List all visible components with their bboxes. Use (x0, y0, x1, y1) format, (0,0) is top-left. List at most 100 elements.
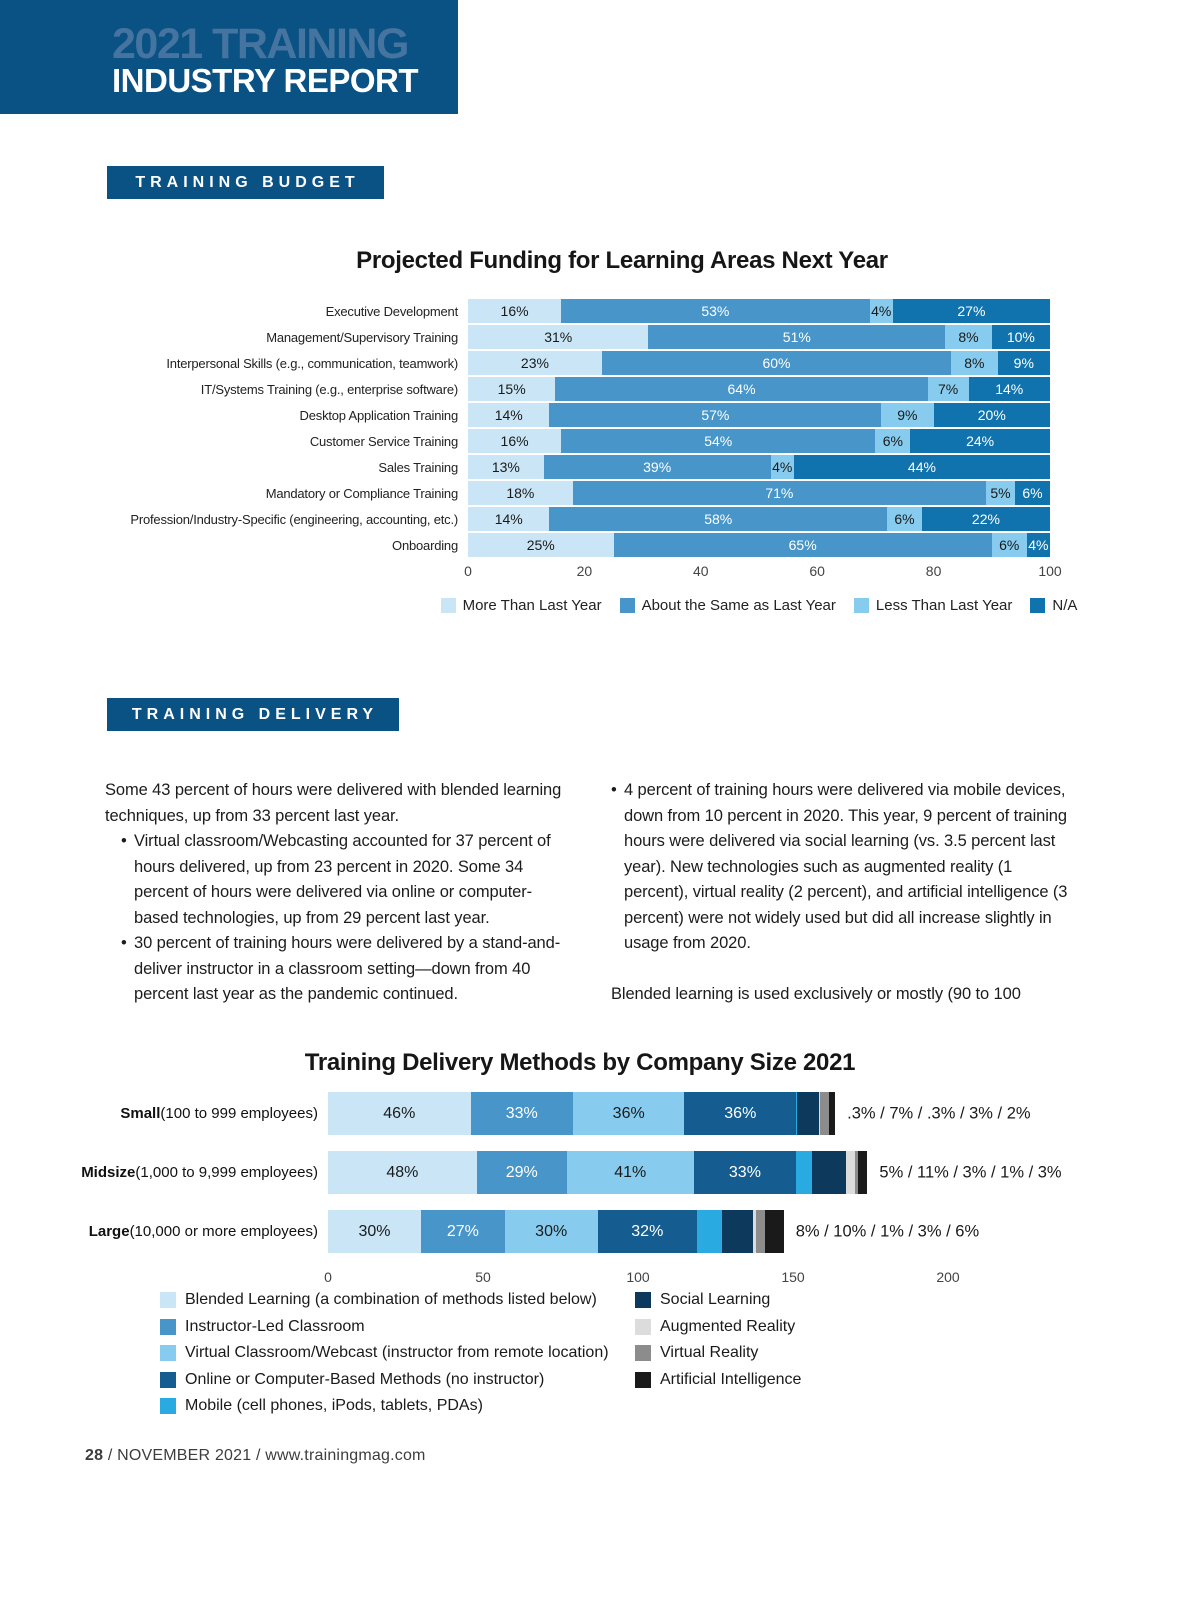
legend-label: Augmented Reality (660, 1317, 796, 1335)
bar-segment: 14% (468, 403, 550, 427)
chart-row: Mandatory or Compliance Training 18% 71% 5%… (105, 481, 1050, 505)
bar-segment (845, 1151, 855, 1194)
bar-segment: 65% (613, 533, 992, 557)
logo-line-2: INDUSTRY REPORT (112, 62, 419, 99)
delivery-text-right-column: • 4 percent of training hours were delive… (611, 778, 1073, 1007)
legend-item: About the Same as Last Year (619, 597, 836, 614)
section-header-training-delivery: TRAINING DELIVERY (107, 698, 399, 731)
section-header-training-budget: TRAINING BUDGET (107, 166, 384, 199)
bar-segment: 4% (1026, 533, 1050, 557)
bar-track: 15% 64% 7% 14% (468, 377, 1050, 401)
bullet-text: 30 percent of training hours were delive… (134, 934, 561, 1003)
axis-tick: 200 (936, 1269, 960, 1285)
bar-track: 14% 57% 9% 20% (468, 403, 1050, 427)
chart1-title: Projected Funding for Learning Areas Nex… (356, 247, 888, 274)
legend-swatch-icon (619, 598, 635, 613)
page-number: 28 (85, 1447, 104, 1464)
delivery-text-left-column: Some 43 percent of hours were delivered … (105, 778, 570, 1008)
bar-segment (858, 1151, 868, 1194)
category-label-rest: (1,000 to 9,999 employees) (135, 1164, 318, 1181)
category-label-rest: (10,000 or more employees) (129, 1223, 318, 1240)
bar-annotation: 8% / 10% / 1% / 3% / 6% (795, 1222, 980, 1240)
category-label: Onboarding (392, 537, 458, 553)
bar-segment: 58% (549, 507, 888, 531)
axis-tick: 40 (693, 563, 709, 579)
category-label: Interpersonal Skills (e.g., communicatio… (166, 355, 458, 371)
bar-segment: 8% (945, 325, 992, 349)
legend-item: More Than Last Year (440, 597, 602, 614)
axis-tick: 150 (781, 1269, 805, 1285)
projected-funding-chart: Executive Development 16% 53% 4% 27% Manageme… (105, 299, 1077, 614)
bar-segment: 39% (543, 455, 771, 479)
legend-column-left: Blended Learning (a combination of metho… (160, 1291, 609, 1424)
bar-segment: 14% (968, 377, 1050, 401)
category-label: Midsize (1,000 to 9,999 employees) (81, 1151, 328, 1194)
chart-row: Executive Development 16% 53% 4% 27% (105, 299, 1050, 323)
bar-segment: 9% (997, 351, 1050, 375)
legend-swatch-icon (160, 1292, 176, 1308)
bar-segment: 10% (991, 325, 1050, 349)
chart-row: Interpersonal Skills (e.g., communicatio… (105, 351, 1050, 375)
bar-track: 16% 53% 4% 27% (468, 299, 1050, 323)
bar-annotation: .3% / 7% / .3% / 3% / 2% (847, 1104, 1031, 1122)
bar-segment: 16% (468, 299, 562, 323)
bar-segment: 32% (597, 1210, 697, 1253)
chart-row: Profession/Industry-Specific (engineerin… (105, 507, 1050, 531)
bar-track: 23% 60% 8% 9% (468, 351, 1050, 375)
bar-segment: 48% (328, 1151, 477, 1194)
bar-track: 48% 29% 41% 33% 5% / 11% / 3% / 1% / 3% (328, 1151, 1062, 1194)
axis-tick: 60 (809, 563, 825, 579)
chart-row: Customer Service Training 16% 54% 6% 24% (105, 429, 1050, 453)
category-label-bold: Large (88, 1223, 130, 1240)
bar-segment: 33% (470, 1092, 573, 1135)
bar-track: 46% 33% 36% 36% .3% / 7% / .3% / 3% / 2% (328, 1092, 1031, 1135)
category-label-bold: Small (120, 1105, 161, 1122)
bar-segment: 23% (468, 351, 602, 375)
category-label: Mandatory or Compliance Training (265, 485, 459, 501)
bar-segment: 5% (985, 481, 1016, 505)
legend-item: Artificial Intelligence (635, 1371, 801, 1389)
chart-row: Onboarding 25% 65% 6% 4% (105, 533, 1050, 557)
bullet-icon: • (611, 781, 617, 799)
chart2-title: Training Delivery Methods by Company Siz… (304, 1049, 856, 1076)
bar-segment: 14% (468, 507, 550, 531)
bar-segment: 16% (468, 429, 562, 453)
bar-segment: 4% (770, 455, 794, 479)
legend-label: N/A (1052, 597, 1078, 614)
legend-label: More Than Last Year (462, 597, 602, 614)
chart-row: Small (100 to 999 employees) 46% 33% 36% 36%… (105, 1092, 1155, 1135)
delivery-methods-legend: Blended Learning (a combination of metho… (160, 1291, 1150, 1421)
legend-swatch-icon (160, 1371, 176, 1388)
bar-segment: 25% (468, 533, 614, 557)
category-label: Small (100 to 999 employees) (105, 1092, 328, 1135)
page-footer: 28 / NOVEMBER 2021 / www.trainingmag.com (85, 1447, 426, 1465)
bar-segment: 36% (684, 1092, 797, 1135)
category-label: Desktop Application Training (299, 407, 459, 423)
bar-segment: 36% (572, 1092, 685, 1135)
bar-segment (765, 1210, 784, 1253)
bar-segment: 46% (328, 1092, 471, 1135)
bar-segment (752, 1210, 756, 1253)
legend-swatch-icon (160, 1345, 176, 1361)
chart-legend: More Than Last Year About the Same as Las… (440, 597, 1077, 614)
bar-segment: 13% (468, 455, 544, 479)
chart-row: Desktop Application Training 14% 57% 9% 20% (105, 403, 1050, 427)
legend-label: Online or Computer-Based Methods (no ins… (185, 1370, 545, 1388)
legend-item: N/A (1030, 597, 1077, 614)
chart-row: Management/Supervisory Training 31% 51% 8% 1… (105, 325, 1050, 349)
axis-tick: 100 (626, 1269, 650, 1285)
legend-item: Augmented Reality (635, 1318, 801, 1336)
bar-segment: 24% (910, 429, 1050, 453)
paragraph: Blended learning is used exclusively or … (611, 984, 1021, 1003)
legend-item: Social Learning (635, 1291, 801, 1309)
bar-segment (828, 1092, 836, 1135)
bar-segment (796, 1151, 812, 1194)
category-label: Management/Supervisory Training (266, 329, 458, 345)
bar-segment: 9% (881, 403, 934, 427)
bar-track: 25% 65% 6% 4% (468, 533, 1050, 557)
legend-swatch-icon (160, 1318, 176, 1335)
legend-label: Instructor-Led Classroom (185, 1317, 365, 1335)
legend-swatch-icon (160, 1398, 176, 1414)
category-label: IT/Systems Training (e.g., enterprise so… (200, 381, 458, 397)
